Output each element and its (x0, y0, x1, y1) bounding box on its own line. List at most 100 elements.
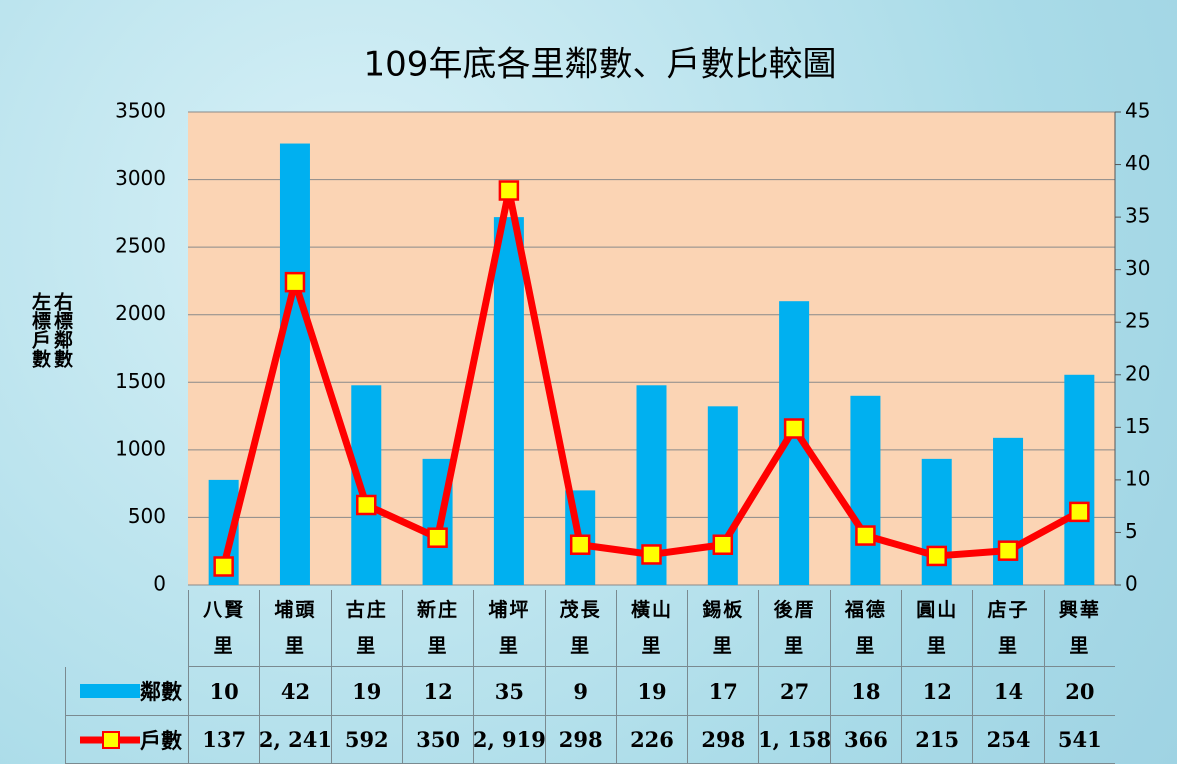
data-table-value: 12 (401, 667, 474, 716)
data-table-value: 2, 241 (259, 716, 332, 764)
chart-title: 109年底各里鄰數、戶數比較圖 (364, 45, 837, 85)
category-text: 後厝里 (773, 599, 816, 657)
marker (712, 534, 734, 555)
x-tick-label: 興華里 (1043, 590, 1115, 667)
x-tick-label: 錫板里 (687, 590, 759, 667)
category-text: 錫板里 (702, 599, 745, 657)
y-tick-label: 3500 (115, 99, 166, 123)
x-tick-label: 茂長里 (544, 590, 616, 667)
category-text: 圓山里 (916, 599, 959, 657)
x-tick-label: 後厝里 (758, 590, 830, 667)
data-table-value: 14 (972, 667, 1044, 716)
legend-label: 戶數 (140, 727, 182, 753)
data-table-value: 10 (188, 667, 260, 716)
category-text: 新庄里 (417, 599, 460, 657)
marker (213, 556, 234, 577)
marker (498, 180, 520, 201)
x-tick-label: 埔頭里 (259, 590, 331, 667)
legend-swatch (80, 730, 140, 749)
marker (783, 418, 805, 439)
bar (1064, 374, 1095, 585)
category-text: 店子里 (987, 599, 1030, 657)
y2-tick-label: 45 (1125, 99, 1150, 123)
y-tick-label: 1000 (115, 436, 166, 460)
y2-axis-label: 右標鄰數 (51, 292, 73, 368)
legend-entry: 戶數 (65, 716, 188, 764)
y2-tick-label: 35 (1125, 204, 1150, 228)
marker (569, 534, 591, 555)
bar (493, 217, 524, 585)
legend-entry: 鄰數 (65, 667, 188, 716)
marker (284, 271, 306, 293)
x-tick-label: 古庄里 (330, 590, 402, 667)
category-text: 埔坪里 (488, 599, 531, 657)
data-table-value: 254 (972, 716, 1044, 764)
y2-tick-label: 0 (1125, 572, 1138, 596)
category-text: 古庄里 (345, 599, 388, 657)
x-tick-label: 福德里 (829, 590, 902, 667)
data-table-value: 12 (901, 667, 973, 716)
category-text: 橫山里 (630, 599, 673, 657)
data-table-value: 366 (829, 716, 902, 764)
data-table-value: 18 (829, 667, 902, 716)
marker (641, 544, 662, 565)
data-table-value: 20 (1043, 667, 1115, 716)
x-tick-label: 新庄里 (401, 590, 474, 667)
y2-tick-label: 15 (1125, 414, 1150, 438)
y-axis-label: 左標戶數 (29, 292, 51, 368)
category-text: 八賢里 (203, 599, 246, 657)
x-tick-label: 圓山里 (901, 590, 973, 667)
marker (427, 527, 448, 548)
y-tick-label: 0 (153, 572, 166, 596)
data-table-value: 1, 158 (758, 716, 831, 764)
x-tick-label: 店子里 (972, 590, 1044, 667)
marker (997, 540, 1019, 561)
legend-label: 鄰數 (140, 679, 182, 704)
data-table-value: 298 (687, 716, 759, 764)
category-text: 茂長里 (559, 599, 602, 657)
data-table-value: 9 (544, 667, 616, 716)
data-table-value: 592 (330, 716, 402, 764)
data-table-value: 215 (901, 716, 973, 764)
y2-tick-label: 20 (1125, 361, 1150, 385)
marker (855, 525, 876, 546)
y-tick-label: 2500 (115, 234, 166, 258)
category-text: 福德里 (844, 599, 887, 657)
legend-swatch (80, 684, 140, 698)
data-table-value: 350 (401, 716, 474, 764)
data-table-value: 2, 919 (473, 716, 546, 764)
legend-bar (80, 684, 140, 698)
data-table-value: 42 (259, 667, 331, 716)
legend-marker (102, 730, 120, 749)
data-table-value: 27 (758, 667, 830, 716)
category-text: 興華里 (1058, 599, 1101, 657)
y2-tick-label: 30 (1125, 256, 1150, 280)
category-text: 埔頭里 (274, 599, 317, 657)
x-tick-label: 埔坪里 (473, 590, 545, 667)
y2-tick-label: 5 (1125, 519, 1138, 543)
marker (1069, 501, 1090, 523)
y-tick-label: 2000 (115, 301, 166, 325)
y2-tick-label: 25 (1125, 309, 1150, 333)
bar (993, 437, 1024, 585)
y-tick-label: 1500 (115, 369, 166, 393)
y2-tick-label: 40 (1125, 151, 1150, 175)
x-tick-label: 橫山里 (615, 590, 688, 667)
marker (926, 545, 947, 567)
bar (279, 143, 310, 586)
marker (356, 494, 377, 516)
data-table-value: 226 (615, 716, 688, 764)
bar (850, 395, 881, 585)
data-table-value: 19 (615, 667, 688, 716)
data-table-value: 298 (544, 716, 616, 764)
y-tick-label: 3000 (115, 166, 166, 190)
data-table-value: 35 (473, 667, 545, 716)
bar (351, 385, 382, 585)
data-table-value: 19 (330, 667, 402, 716)
y2-tick-label: 10 (1125, 466, 1150, 490)
data-table-value: 541 (1043, 716, 1115, 764)
bar (707, 406, 738, 585)
data-table-value: 17 (687, 667, 759, 716)
